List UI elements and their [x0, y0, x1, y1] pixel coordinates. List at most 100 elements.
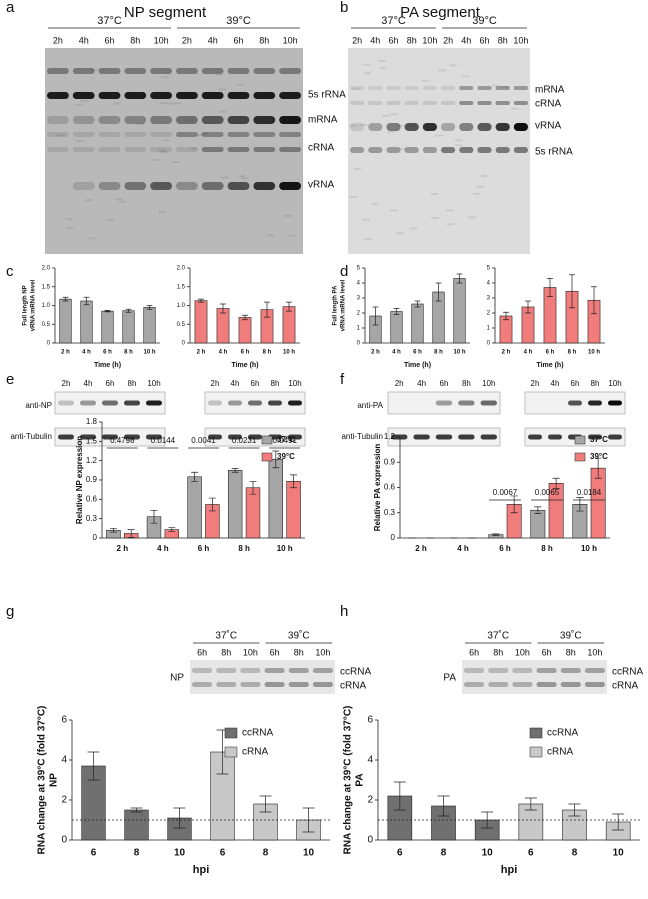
gel-band	[404, 86, 419, 90]
lane-label: 4h	[79, 35, 89, 45]
blot-title: NP segment	[124, 4, 207, 21]
lane-label: 6h	[251, 379, 260, 388]
lane-label: 2h	[62, 379, 71, 388]
gel-band	[560, 668, 581, 673]
gel-band	[72, 147, 95, 152]
gel-band	[435, 400, 453, 406]
gel-band	[477, 147, 492, 153]
gel-band	[312, 668, 333, 673]
error-bar	[393, 308, 400, 315]
lane-label: 8h	[128, 379, 137, 388]
lane-label: 10h	[147, 379, 160, 388]
gel-band	[201, 92, 224, 99]
gel-band	[186, 119, 195, 122]
gel-band	[459, 86, 474, 90]
gel-band	[349, 196, 358, 199]
error-bar	[130, 807, 143, 813]
gel-band	[491, 84, 500, 87]
legend-label: 37°C	[277, 435, 295, 444]
x-tick-label: 2 h	[371, 350, 380, 356]
p-value: 0.0144	[151, 436, 176, 445]
gel-band	[216, 682, 237, 687]
gel-band	[422, 101, 437, 105]
lane-label: 6h	[106, 379, 115, 388]
y-tick-label: 2	[357, 311, 361, 317]
gel-band	[350, 86, 365, 90]
lane-label: 10h	[608, 379, 621, 388]
y-axis-label: RNA change at 39°C (fold 37°C)	[37, 706, 48, 855]
gel-band	[312, 682, 333, 687]
error-bar	[173, 807, 186, 829]
gel-band	[287, 234, 296, 237]
gel-band	[65, 218, 74, 221]
gel-band	[435, 134, 444, 137]
bar	[187, 476, 202, 539]
band-label: 5s rRNA	[308, 90, 346, 101]
error-bar	[263, 301, 271, 318]
lane-label: 8h	[591, 379, 600, 388]
x-tick-label: 8 h	[263, 350, 272, 356]
lane-label: 6h	[542, 647, 552, 657]
y-tick-label: 4	[357, 281, 361, 287]
gel-band	[228, 400, 242, 406]
error-bar	[62, 296, 69, 302]
y-tick-label: 3	[357, 296, 361, 302]
panel-label: h	[340, 603, 348, 620]
error-bar	[502, 311, 510, 321]
gel-band	[387, 130, 396, 133]
blot	[387, 391, 501, 415]
gel-band	[200, 132, 209, 135]
y-tick-label: 0.3	[86, 514, 98, 523]
x-tick-label: 10 h	[283, 350, 295, 356]
p-value: 0.0041	[191, 436, 216, 445]
gel-band	[437, 69, 446, 72]
group-label: 37°C	[97, 15, 122, 27]
gel-band	[512, 682, 533, 687]
y-tick-label: 4	[487, 281, 491, 287]
gel-band	[377, 60, 386, 63]
gel-band	[363, 72, 372, 75]
lane-label: 2h	[211, 379, 220, 388]
gel-band	[560, 682, 581, 687]
error-bar	[168, 527, 176, 532]
y-axis-label: Full length PA	[333, 285, 339, 326]
x-tick-label: 2 h	[61, 350, 70, 356]
x-tick-label: 10 h	[143, 350, 155, 356]
y-tick-label: 1	[357, 326, 361, 332]
gel-band	[98, 116, 121, 124]
x-tick-label: 4 h	[392, 350, 401, 356]
x-tick-label: 8	[263, 848, 269, 859]
group-label: 39°C	[226, 15, 251, 27]
gel-band	[88, 237, 97, 240]
lane-label: 8h	[294, 647, 304, 657]
gel-band	[480, 400, 497, 406]
gel-band	[253, 68, 276, 74]
gel-band	[501, 86, 510, 89]
x-tick-label: 6 h	[413, 350, 422, 356]
gel-band	[228, 434, 242, 440]
y-tick-label: 1.2	[86, 456, 98, 465]
gel-band	[84, 199, 93, 202]
gel-band	[150, 92, 172, 99]
x-tick-label: 6 h	[241, 350, 250, 356]
x-tick-label: 4 h	[157, 544, 169, 553]
y-tick-label: 0.9	[86, 475, 98, 484]
gel-band	[478, 175, 487, 178]
gel	[348, 48, 530, 254]
gel-band	[368, 86, 383, 90]
y-tick-label: 2.0	[42, 266, 51, 272]
error-bar	[87, 751, 100, 781]
error-bar	[104, 310, 111, 313]
y-axis-label: NP	[49, 773, 60, 787]
gel-band	[435, 434, 453, 440]
lane-label: 6h	[388, 35, 398, 45]
lane-label: 2h	[531, 379, 540, 388]
lane-label: 4h	[461, 35, 471, 45]
gel-band	[173, 102, 182, 105]
error-bar	[290, 474, 298, 489]
band-label: cRNA	[340, 681, 366, 692]
band-label: mRNA	[535, 85, 565, 96]
gel-band	[65, 226, 74, 229]
gel-band	[464, 682, 485, 687]
